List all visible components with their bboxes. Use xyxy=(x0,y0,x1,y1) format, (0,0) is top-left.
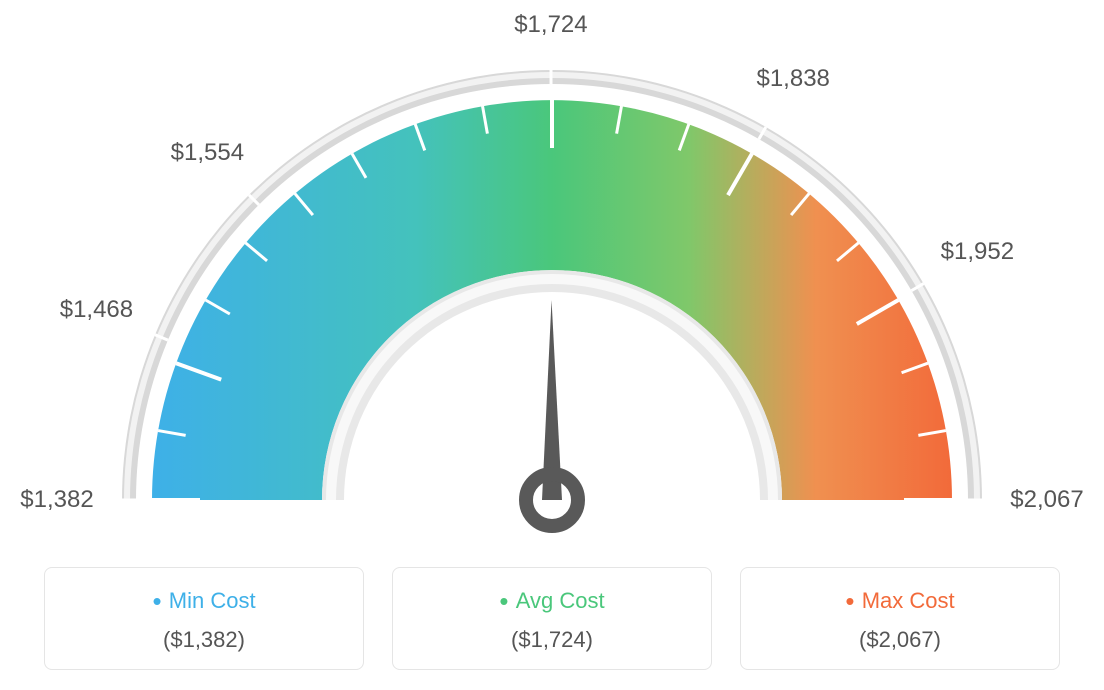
gauge-tick-label: $1,382 xyxy=(20,486,93,514)
legend-value-max: ($2,067) xyxy=(751,627,1049,653)
gauge-chart: $1,382 $1,468 $1,554 $1,724 $1,838 $1,952 $2,0… xyxy=(0,0,1104,550)
gauge-tick-label: $2,067 xyxy=(1010,486,1083,514)
legend-value-avg: ($1,724) xyxy=(403,627,701,653)
legend-card-min: Min Cost ($1,382) xyxy=(44,567,364,670)
gauge-tick-label: $1,554 xyxy=(171,139,244,167)
legend-row: Min Cost ($1,382) Avg Cost ($1,724) Max … xyxy=(0,567,1104,670)
legend-title-max: Max Cost xyxy=(751,586,1049,617)
gauge-svg xyxy=(0,0,1104,550)
gauge-tick-label: $1,468 xyxy=(60,296,133,324)
gauge-tick-label: $1,952 xyxy=(941,238,1014,266)
legend-title-min: Min Cost xyxy=(55,586,353,617)
gauge-tick-label: $1,838 xyxy=(756,65,829,93)
gauge-tick-label: $1,724 xyxy=(514,11,587,39)
legend-card-max: Max Cost ($2,067) xyxy=(740,567,1060,670)
legend-value-min: ($1,382) xyxy=(55,627,353,653)
legend-title-avg: Avg Cost xyxy=(403,586,701,617)
legend-card-avg: Avg Cost ($1,724) xyxy=(392,567,712,670)
